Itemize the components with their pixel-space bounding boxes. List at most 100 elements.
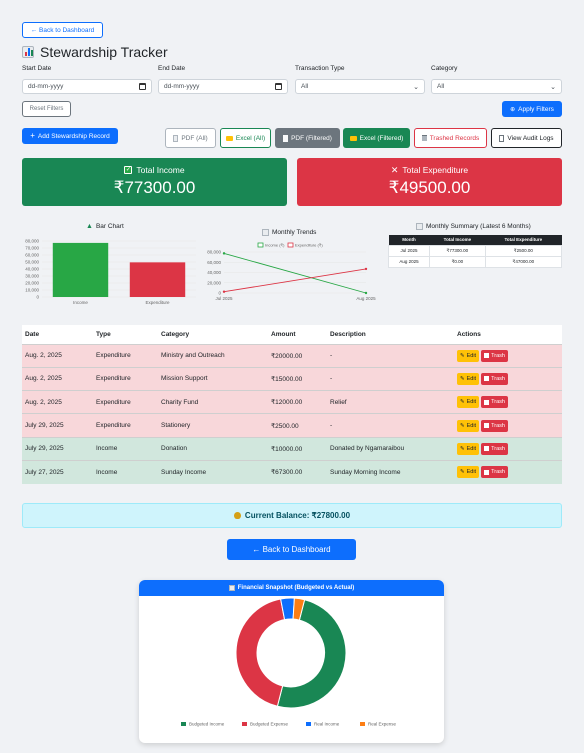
legend-swatch <box>257 242 264 248</box>
legend-label: Budgeted Expense <box>250 722 289 727</box>
cell-type: Income <box>93 436 158 461</box>
end-date-value: dd-mm-yyyy <box>164 83 200 90</box>
trash-button[interactable]: Trash <box>481 372 508 385</box>
edit-label: Edit <box>466 445 477 452</box>
summary-cell: ₹2500.00 <box>484 244 563 257</box>
y-tick-label: 60,000 <box>25 253 39 258</box>
end-date-label: End Date <box>158 65 186 72</box>
chart-icon <box>262 229 269 236</box>
financial-snapshot-header: Financial Snapshot (Budgeted vs Actual) <box>139 580 444 596</box>
y-tick-label: 0 <box>218 291 221 296</box>
trash-button[interactable]: Trash <box>481 442 508 455</box>
view-audit-logs-button[interactable]: View Audit Logs <box>491 128 562 148</box>
summary-col-expenditure: Total Expenditure <box>504 237 543 243</box>
transaction-type-value: All <box>301 83 309 90</box>
trash-label: Trash <box>491 352 505 359</box>
trashed-records-button[interactable]: Trashed Records <box>414 128 487 148</box>
plus-icon: + <box>30 131 35 140</box>
chart-increasing-icon: ▲ <box>86 223 93 230</box>
summary-cell: ₹77300.00 <box>429 244 486 257</box>
transaction-type-label: Transaction Type <box>295 65 345 72</box>
cell-amount: ₹2500.00 <box>268 413 327 438</box>
total-expenditure-card: ✕ Total Expenditure ₹49500.00 <box>297 158 562 206</box>
document-icon <box>283 134 289 142</box>
edit-button[interactable]: ✎ Edit <box>457 442 480 455</box>
bar <box>129 262 186 297</box>
total-income-title: Total Income <box>136 165 185 175</box>
legend-swatch <box>242 722 247 726</box>
x-tick-label: Expenditure <box>145 300 170 305</box>
cell-description: - <box>327 366 454 391</box>
donut-slice <box>276 599 347 709</box>
transaction-type-select[interactable]: All ⌄ <box>295 79 425 94</box>
money-bag-icon <box>233 512 241 519</box>
back-to-dashboard-button[interactable]: ← Back to Dashboard <box>227 539 356 560</box>
y-tick-label: 80,000 <box>207 250 221 255</box>
bar-chart-icon <box>416 223 423 230</box>
series-line <box>223 252 367 294</box>
search-icon: ⊕ <box>510 106 516 113</box>
add-record-label: Add Stewardship Record <box>37 132 110 140</box>
reset-filters-button[interactable]: Reset Filters <box>22 101 71 117</box>
chart-icon <box>228 585 235 591</box>
pencil-icon: ✎ <box>460 469 465 476</box>
pencil-icon: ✎ <box>460 445 465 452</box>
cell-type: Expenditure <box>93 343 158 368</box>
trash-label: Trash <box>491 469 505 476</box>
category-select[interactable]: All ⌄ <box>431 79 562 94</box>
trash-button[interactable]: Trash <box>481 349 508 362</box>
cell-category: Ministry and Outreach <box>158 343 268 368</box>
trash-label: Trash <box>491 399 505 406</box>
excel-filtered-button[interactable]: Excel (Filtered) <box>343 128 410 148</box>
bar-chart-icon <box>22 46 34 58</box>
pdf-all-button[interactable]: PDF (All) <box>165 128 216 148</box>
cell-description: Donated by Ngamaraibou <box>327 436 454 461</box>
excel-all-button[interactable]: Excel (All) <box>220 128 271 148</box>
data-point <box>364 267 368 271</box>
end-date-input[interactable]: dd-mm-yyyy <box>158 79 288 94</box>
start-date-input[interactable]: dd-mm-yyyy <box>22 79 152 94</box>
pdf-filtered-label: PDF (Filtered) <box>291 134 332 142</box>
trash-button[interactable]: Trash <box>481 466 508 479</box>
start-date-value: dd-mm-yyyy <box>28 83 64 90</box>
summary-col-income: Total Income <box>443 237 472 243</box>
y-tick-label: 20,000 <box>25 281 39 286</box>
trash-icon <box>484 423 490 429</box>
trashed-records-label: Trashed Records <box>429 134 480 142</box>
category-label: Category <box>431 65 458 72</box>
edit-button[interactable]: ✎ Edit <box>457 396 480 409</box>
cell-description: Sunday Morning Income <box>327 459 454 484</box>
apply-filters-button[interactable]: ⊕ Apply Filters <box>502 101 562 117</box>
pdf-filtered-button[interactable]: PDF (Filtered) <box>275 128 340 148</box>
monthly-summary-title: Monthly Summary (Latest 6 Months) <box>426 223 531 230</box>
table-row: Aug. 2, 2025 Expenditure Mission Support ₹1… <box>22 366 562 391</box>
page-title-row: Stewardship Tracker <box>22 44 168 60</box>
table-row: Aug. 2, 2025 Expenditure Charity Fund ₹1200… <box>22 390 562 414</box>
add-stewardship-record-button[interactable]: + Add Stewardship Record <box>22 128 118 144</box>
cell-type: Expenditure <box>93 366 158 391</box>
summary-cell: Jul 2025 <box>387 244 431 257</box>
trash-button[interactable]: Trash <box>481 396 508 409</box>
x-tick-label: Jul 2025 <box>215 296 233 301</box>
chevron-down-icon: ⌄ <box>550 83 556 91</box>
cell-actions: ✎ Edit Trash <box>454 366 562 391</box>
cell-date: Aug. 2, 2025 <box>22 390 93 414</box>
y-tick-label: 50,000 <box>25 260 39 265</box>
trash-label: Trash <box>491 422 505 429</box>
edit-button[interactable]: ✎ Edit <box>457 419 480 432</box>
edit-button[interactable]: ✎ Edit <box>457 372 480 385</box>
calendar-icon[interactable] <box>275 83 282 90</box>
calendar-icon[interactable] <box>139 83 146 90</box>
table-row: July 29, 2025 Income Donation ₹10000.00 Dona… <box>22 436 562 461</box>
edit-button[interactable]: ✎ Edit <box>457 349 480 362</box>
cell-actions: ✎ Edit Trash <box>454 413 562 438</box>
cell-description: Relief <box>327 390 454 414</box>
trash-button[interactable]: Trash <box>481 419 508 432</box>
financial-snapshot-card: Financial Snapshot (Budgeted vs Actual) … <box>139 580 444 743</box>
edit-button[interactable]: ✎ Edit <box>457 466 480 479</box>
back-to-dashboard-link[interactable]: ← Back to Dashboard <box>22 22 103 38</box>
pdf-all-label: PDF (All) <box>181 134 208 142</box>
pencil-icon: ✎ <box>460 399 465 406</box>
cell-amount: ₹12000.00 <box>268 390 327 414</box>
y-tick-label: 30,000 <box>25 274 39 279</box>
